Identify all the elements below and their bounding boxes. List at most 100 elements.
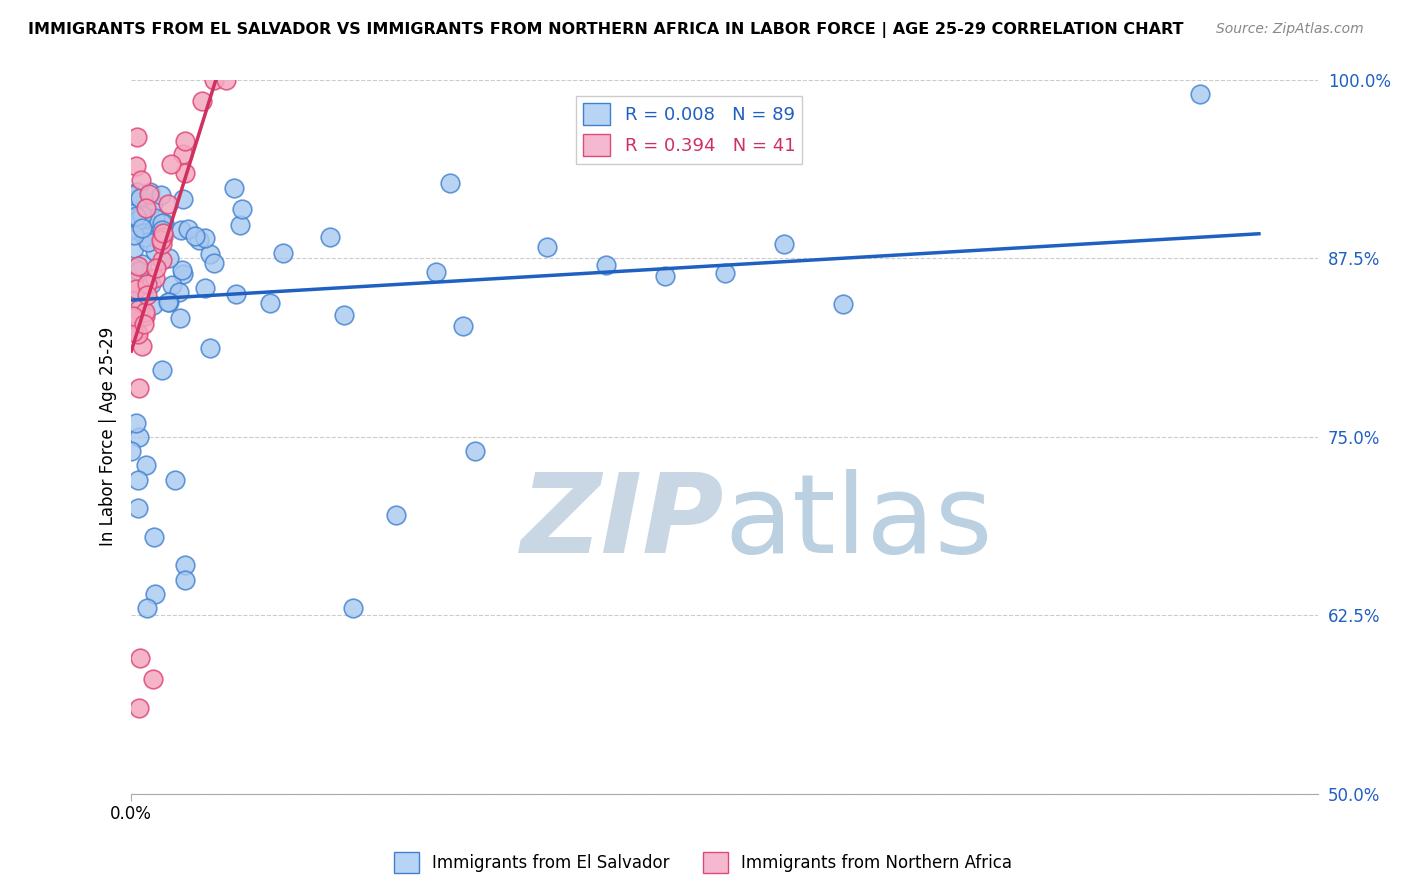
Point xyxy=(121,309,143,323)
Point xyxy=(124,313,146,327)
Point xyxy=(150,253,173,268)
Point xyxy=(131,208,153,222)
Point xyxy=(172,268,194,282)
Point xyxy=(194,281,217,295)
Text: ZIP: ZIP xyxy=(522,469,724,576)
Point xyxy=(342,601,364,615)
Point xyxy=(122,275,145,289)
Point xyxy=(273,245,295,260)
Point xyxy=(122,221,145,235)
Point xyxy=(125,209,148,223)
Point xyxy=(122,294,145,309)
Point xyxy=(167,285,190,300)
Point xyxy=(150,188,173,202)
Point xyxy=(173,558,195,573)
Point xyxy=(145,261,167,276)
Point xyxy=(153,216,176,230)
Point xyxy=(713,266,735,280)
Point xyxy=(125,282,148,296)
Point xyxy=(143,530,166,544)
Point xyxy=(121,311,143,326)
Point xyxy=(150,216,173,230)
Point xyxy=(231,202,253,216)
Point xyxy=(184,229,207,244)
Point xyxy=(121,325,143,339)
Point xyxy=(141,277,163,292)
Point xyxy=(128,191,150,205)
Point xyxy=(125,185,148,199)
Point xyxy=(127,325,149,339)
Point xyxy=(202,256,225,270)
Point xyxy=(157,252,180,266)
Point xyxy=(127,501,149,516)
Point xyxy=(177,222,200,236)
Point xyxy=(150,363,173,377)
Text: atlas: atlas xyxy=(724,469,993,576)
Point xyxy=(451,318,474,333)
Point xyxy=(832,297,855,311)
Legend: R = 0.008   N = 89, R = 0.394   N = 41: R = 0.008 N = 89, R = 0.394 N = 41 xyxy=(576,96,803,163)
Point xyxy=(439,176,461,190)
Point xyxy=(122,242,145,256)
Point xyxy=(138,187,160,202)
Point xyxy=(143,587,166,601)
Text: IMMIGRANTS FROM EL SALVADOR VS IMMIGRANTS FROM NORTHERN AFRICA IN LABOR FORCE | : IMMIGRANTS FROM EL SALVADOR VS IMMIGRANT… xyxy=(28,22,1184,38)
Point xyxy=(170,263,193,277)
Point xyxy=(143,244,166,258)
Point xyxy=(152,230,174,244)
Point xyxy=(150,237,173,252)
Point xyxy=(127,260,149,274)
Point xyxy=(152,226,174,240)
Point xyxy=(191,94,214,108)
Point xyxy=(136,276,159,290)
Point xyxy=(193,231,215,245)
Point xyxy=(174,573,197,587)
Point xyxy=(142,196,165,211)
Point xyxy=(464,444,486,458)
Point xyxy=(135,202,157,216)
Point xyxy=(595,258,617,272)
Point xyxy=(143,270,166,285)
Point xyxy=(134,304,156,318)
Point xyxy=(129,215,152,229)
Point xyxy=(145,225,167,239)
Point xyxy=(333,308,356,322)
Point xyxy=(134,309,156,323)
Point xyxy=(127,213,149,227)
Point xyxy=(121,196,143,211)
Point xyxy=(125,159,148,173)
Point xyxy=(163,473,186,487)
Point xyxy=(198,247,221,261)
Point xyxy=(122,261,145,276)
Point xyxy=(188,233,211,247)
Point xyxy=(128,264,150,278)
Point xyxy=(142,673,165,687)
Point xyxy=(160,277,183,292)
Point xyxy=(536,240,558,254)
Point xyxy=(174,134,197,148)
Point xyxy=(385,508,408,523)
Point xyxy=(1188,87,1211,102)
Point xyxy=(228,219,250,233)
Point xyxy=(135,458,157,473)
Point xyxy=(198,341,221,355)
Point xyxy=(125,130,148,145)
Point xyxy=(134,230,156,244)
Point xyxy=(139,227,162,242)
Point xyxy=(127,326,149,341)
Point xyxy=(156,196,179,211)
Point xyxy=(654,268,676,283)
Point xyxy=(139,186,162,200)
Point xyxy=(160,157,183,171)
Y-axis label: In Labor Force | Age 25-29: In Labor Force | Age 25-29 xyxy=(100,327,117,547)
Point xyxy=(222,181,245,195)
Point xyxy=(136,277,159,292)
Point xyxy=(134,272,156,286)
Point xyxy=(134,317,156,331)
Point xyxy=(131,339,153,353)
Point xyxy=(156,294,179,309)
Point xyxy=(131,220,153,235)
Point xyxy=(142,298,165,312)
Point xyxy=(131,300,153,314)
Point xyxy=(136,288,159,302)
